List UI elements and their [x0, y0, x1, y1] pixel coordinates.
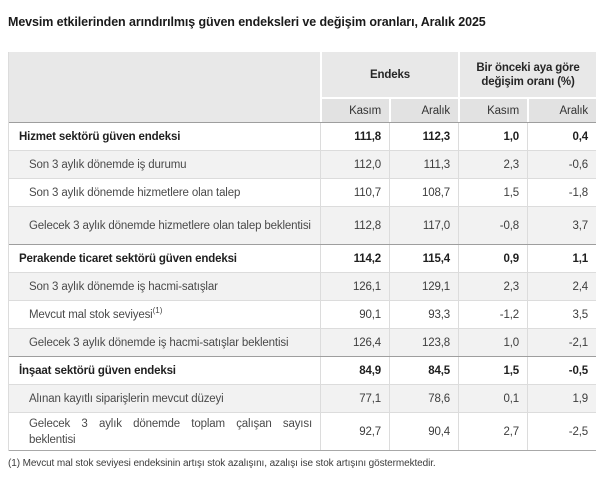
cell-value: -2,5	[527, 413, 596, 450]
row-label: İnşaat sektörü güven endeksi	[19, 364, 176, 377]
cell-value: 2,7	[458, 413, 527, 450]
cell-value: 111,8	[320, 123, 389, 150]
table-row: Son 3 aylık dönemde hizmetlere olan tale…	[9, 178, 596, 206]
row-label-text: Gelecek 3 aylık dönemde hizmetlere olan …	[29, 219, 311, 232]
cell-value: 1,9	[527, 385, 596, 412]
cell-value: 115,4	[389, 245, 458, 272]
cell-value: 92,7	[320, 413, 389, 450]
subheader-kasim-change: Kasım	[458, 97, 527, 122]
row-label: Son 3 aylık dönemde hizmetlere olan tale…	[29, 186, 241, 199]
subheader-aralik-change: Aralık	[527, 97, 596, 122]
row-label: Gelecek 3 aylık dönemde iş hacmi-satışla…	[29, 336, 289, 349]
table-row: Mevcut mal stok seviyesi(1) 90,1 93,3 -1…	[9, 300, 596, 328]
cell-value: 1,5	[458, 357, 527, 384]
table-footnote: (1) Mevcut mal stok seviyesi endeksinin …	[8, 458, 436, 469]
table-row: Alınan kayıtlı siparişlerin mevcut düzey…	[9, 384, 596, 412]
row-label-text: Gelecek 3 aylık dönemde toplam çalışan s…	[29, 417, 312, 446]
cell-value: 0,4	[527, 123, 596, 150]
table-row: Son 3 aylık dönemde iş durumu 112,0 111,…	[9, 150, 596, 178]
cell-value: 112,3	[389, 123, 458, 150]
cell-value: -1,8	[527, 179, 596, 206]
cell-value: 3,7	[527, 207, 596, 244]
row-label: Son 3 aylık dönemde iş hacmi-satışlar	[29, 280, 218, 293]
cell-value: -0,5	[527, 357, 596, 384]
cell-value: 126,4	[320, 329, 389, 356]
cell-value: 1,5	[458, 179, 527, 206]
cell-value: 112,8	[320, 207, 389, 244]
footnote-marker: (1)	[152, 305, 163, 315]
table-row-insaat-sektoru: İnşaat sektörü güven endeksi 84,9 84,5 1…	[9, 356, 596, 384]
cell-value: -0,8	[458, 207, 527, 244]
table-row: Son 3 aylık dönemde iş hacmi-satışlar 12…	[9, 272, 596, 300]
row-label: Gelecek 3 aylık dönemde hizmetlere olan …	[9, 207, 320, 244]
column-group-endeks: Endeks	[320, 52, 458, 97]
cell-value: 1,0	[458, 123, 527, 150]
header-label-spacer	[9, 52, 320, 122]
cell-value: 126,1	[320, 273, 389, 300]
cell-value: 84,9	[320, 357, 389, 384]
cell-value: 93,3	[389, 301, 458, 328]
page-title: Mevsim etkilerinden arındırılmış güven e…	[8, 15, 486, 29]
cell-value: 90,4	[389, 413, 458, 450]
cell-value: 0,1	[458, 385, 527, 412]
cell-value: 117,0	[389, 207, 458, 244]
cell-value: 123,8	[389, 329, 458, 356]
subheader-aralik-endeks: Aralık	[389, 97, 458, 122]
table-body: Hizmet sektörü güven endeksi 111,8 112,3…	[9, 122, 596, 451]
cell-value: 90,1	[320, 301, 389, 328]
cell-value: 1,1	[527, 245, 596, 272]
cell-value: 2,3	[458, 273, 527, 300]
row-label: Mevcut mal stok seviyesi(1)	[9, 301, 320, 328]
confidence-index-table: Endeks Bir önceki aya göre değişim oranı…	[8, 52, 596, 451]
cell-value: 112,0	[320, 151, 389, 178]
subheader-kasim-endeks: Kasım	[320, 97, 389, 122]
row-label-text: Mevcut mal stok seviyesi(1)	[29, 305, 163, 321]
cell-value: 114,2	[320, 245, 389, 272]
cell-value: 111,3	[389, 151, 458, 178]
cell-value: -1,2	[458, 301, 527, 328]
column-group-change-rate: Bir önceki aya göre değişim oranı (%)	[458, 52, 596, 97]
row-label: Perakende ticaret sektörü güven endeksi	[19, 252, 237, 265]
table-header: Endeks Bir önceki aya göre değişim oranı…	[9, 52, 596, 122]
cell-value: 108,7	[389, 179, 458, 206]
cell-value: 129,1	[389, 273, 458, 300]
row-label: Alınan kayıtlı siparişlerin mevcut düzey…	[29, 392, 224, 405]
cell-value: 2,4	[527, 273, 596, 300]
row-label: Son 3 aylık dönemde iş durumu	[29, 158, 187, 171]
cell-value: 1,0	[458, 329, 527, 356]
table-row-hizmet-sektoru: Hizmet sektörü güven endeksi 111,8 112,3…	[9, 122, 596, 150]
cell-value: 84,5	[389, 357, 458, 384]
table-row-perakende-sektoru: Perakende ticaret sektörü güven endeksi …	[9, 244, 596, 272]
cell-value: -2,1	[527, 329, 596, 356]
cell-value: 78,6	[389, 385, 458, 412]
row-label: Gelecek 3 aylık dönemde toplam çalışan s…	[9, 413, 320, 450]
cell-value: 77,1	[320, 385, 389, 412]
row-label: Hizmet sektörü güven endeksi	[19, 130, 181, 143]
table-row: Gelecek 3 aylık dönemde iş hacmi-satışla…	[9, 328, 596, 356]
cell-value: 110,7	[320, 179, 389, 206]
cell-value: 3,5	[527, 301, 596, 328]
cell-value: 2,3	[458, 151, 527, 178]
cell-value: -0,6	[527, 151, 596, 178]
table-row: Gelecek 3 aylık dönemde toplam çalışan s…	[9, 412, 596, 450]
table-row: Gelecek 3 aylık dönemde hizmetlere olan …	[9, 206, 596, 244]
cell-value: 0,9	[458, 245, 527, 272]
